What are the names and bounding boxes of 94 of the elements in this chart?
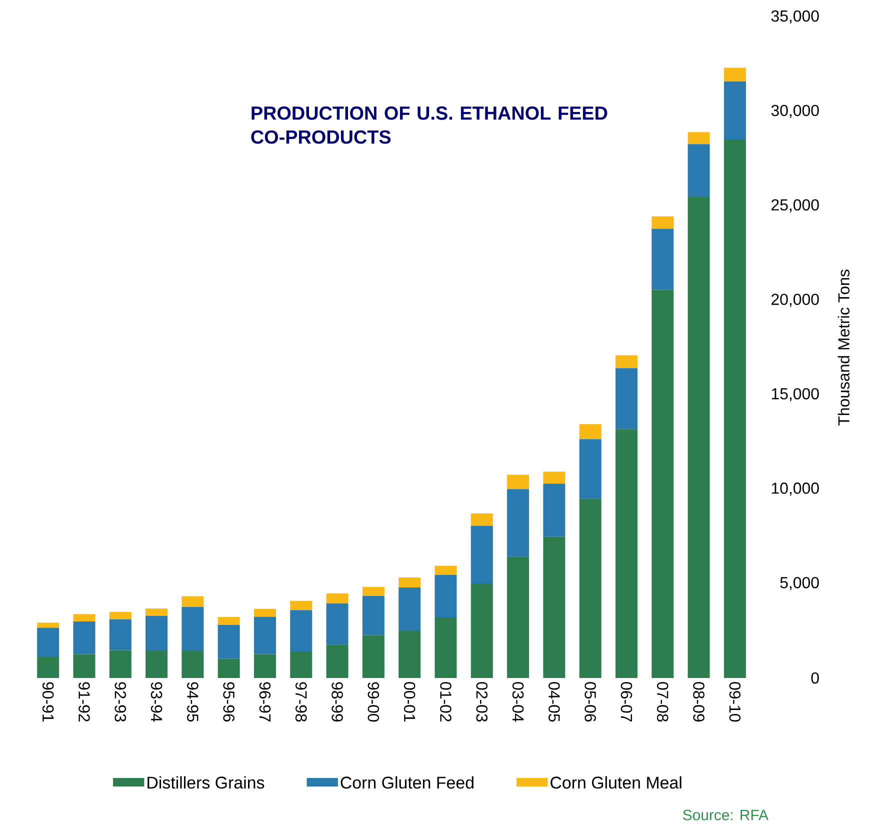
bar	[326, 644, 348, 678]
bar	[146, 650, 168, 678]
bar	[652, 216, 674, 229]
y-tick-label: 0	[811, 672, 819, 684]
bar	[362, 635, 384, 678]
x-tick-label: 91-92	[78, 682, 90, 722]
bar	[579, 439, 602, 499]
y-tick-label: 35,000	[771, 10, 819, 24]
bar	[109, 619, 132, 650]
bar	[254, 616, 276, 654]
bar	[543, 536, 566, 678]
bar	[182, 650, 204, 678]
x-tick-label: 03-04	[512, 682, 524, 722]
bar	[218, 616, 240, 625]
legend-label: Distillers Grains	[148, 776, 264, 789]
bar	[290, 652, 312, 678]
bar	[326, 603, 348, 645]
bar	[37, 628, 60, 658]
bar	[724, 140, 746, 678]
bar	[724, 81, 746, 140]
y-tick-label: 30,000	[771, 104, 819, 118]
bar	[507, 474, 530, 490]
bar	[579, 498, 602, 678]
x-tick-label: 99-00	[368, 682, 380, 722]
bar	[434, 618, 457, 678]
bar	[290, 600, 312, 610]
bar	[434, 574, 457, 618]
bar	[254, 608, 276, 617]
bar	[362, 586, 384, 596]
x-tick-label: 90-91	[42, 682, 54, 722]
bar	[37, 657, 60, 678]
x-tick-label: 00-01	[404, 682, 416, 722]
bar	[652, 290, 674, 678]
y-tick-label: 15,000	[772, 388, 819, 402]
bar	[398, 630, 421, 678]
bar	[326, 593, 348, 604]
y-tick-label: 25,000	[772, 199, 819, 212]
x-tick-label: 96-97	[259, 682, 271, 722]
bar	[507, 489, 530, 557]
bar	[146, 616, 168, 651]
bar	[507, 556, 530, 678]
text: PRODUCTION OF U.S. ETHANOL FEED CO-PRODUCTS	[251, 106, 608, 144]
bar	[109, 650, 132, 678]
bar	[218, 624, 240, 659]
x-tick-label: 01-02	[440, 682, 452, 722]
bar	[615, 429, 638, 678]
x-tick-label: 94-95	[187, 682, 198, 722]
bar	[543, 484, 566, 537]
x-tick-label: 04-05	[548, 682, 560, 722]
x-tick-label: 98-99	[332, 682, 343, 722]
bar	[73, 622, 96, 654]
bar	[688, 196, 710, 678]
bar	[290, 610, 312, 652]
y-tick-label: 20,000	[772, 294, 819, 307]
bar	[218, 658, 240, 678]
bar	[652, 228, 674, 290]
source-note: Source: RFA	[683, 810, 768, 820]
bar	[254, 654, 276, 678]
y-tick-label: 5,000	[780, 576, 819, 590]
y-axis-title: Thousand Metric Tons	[838, 270, 850, 426]
bar	[579, 424, 602, 440]
bar	[470, 584, 493, 678]
bar	[470, 513, 493, 526]
x-tick-label: 09-10	[729, 682, 741, 722]
x-tick-label: 06-07	[620, 682, 632, 722]
bar	[615, 355, 638, 368]
x-tick-label: 08-09	[693, 682, 704, 722]
x-tick-label: 93-94	[150, 682, 162, 722]
x-tick-label: 92-93	[114, 682, 126, 722]
bar	[182, 606, 204, 651]
x-tick-label: 02-03	[476, 682, 488, 722]
bar	[398, 588, 421, 631]
x-tick-label: 95-96	[223, 682, 234, 722]
bar	[109, 612, 132, 620]
bar	[37, 622, 60, 628]
bar	[182, 596, 204, 607]
bar	[73, 614, 96, 622]
x-tick-label: 97-98	[295, 682, 307, 722]
bar	[543, 472, 566, 484]
bar	[434, 566, 457, 575]
bar	[688, 132, 710, 144]
legend-label: Corn Gluten Feed	[340, 776, 474, 789]
bar	[362, 596, 384, 636]
bar	[615, 368, 638, 430]
bar	[470, 526, 493, 584]
x-tick-label: 07-08	[656, 682, 668, 722]
legend-label: Corn Gluten Meal	[550, 776, 682, 789]
bar	[73, 654, 96, 678]
bar	[146, 608, 168, 616]
bar	[398, 578, 421, 588]
x-tick-label: 05-06	[584, 682, 596, 722]
bar	[688, 144, 710, 197]
y-tick-label: 10,000	[772, 482, 819, 496]
bar	[724, 68, 746, 82]
